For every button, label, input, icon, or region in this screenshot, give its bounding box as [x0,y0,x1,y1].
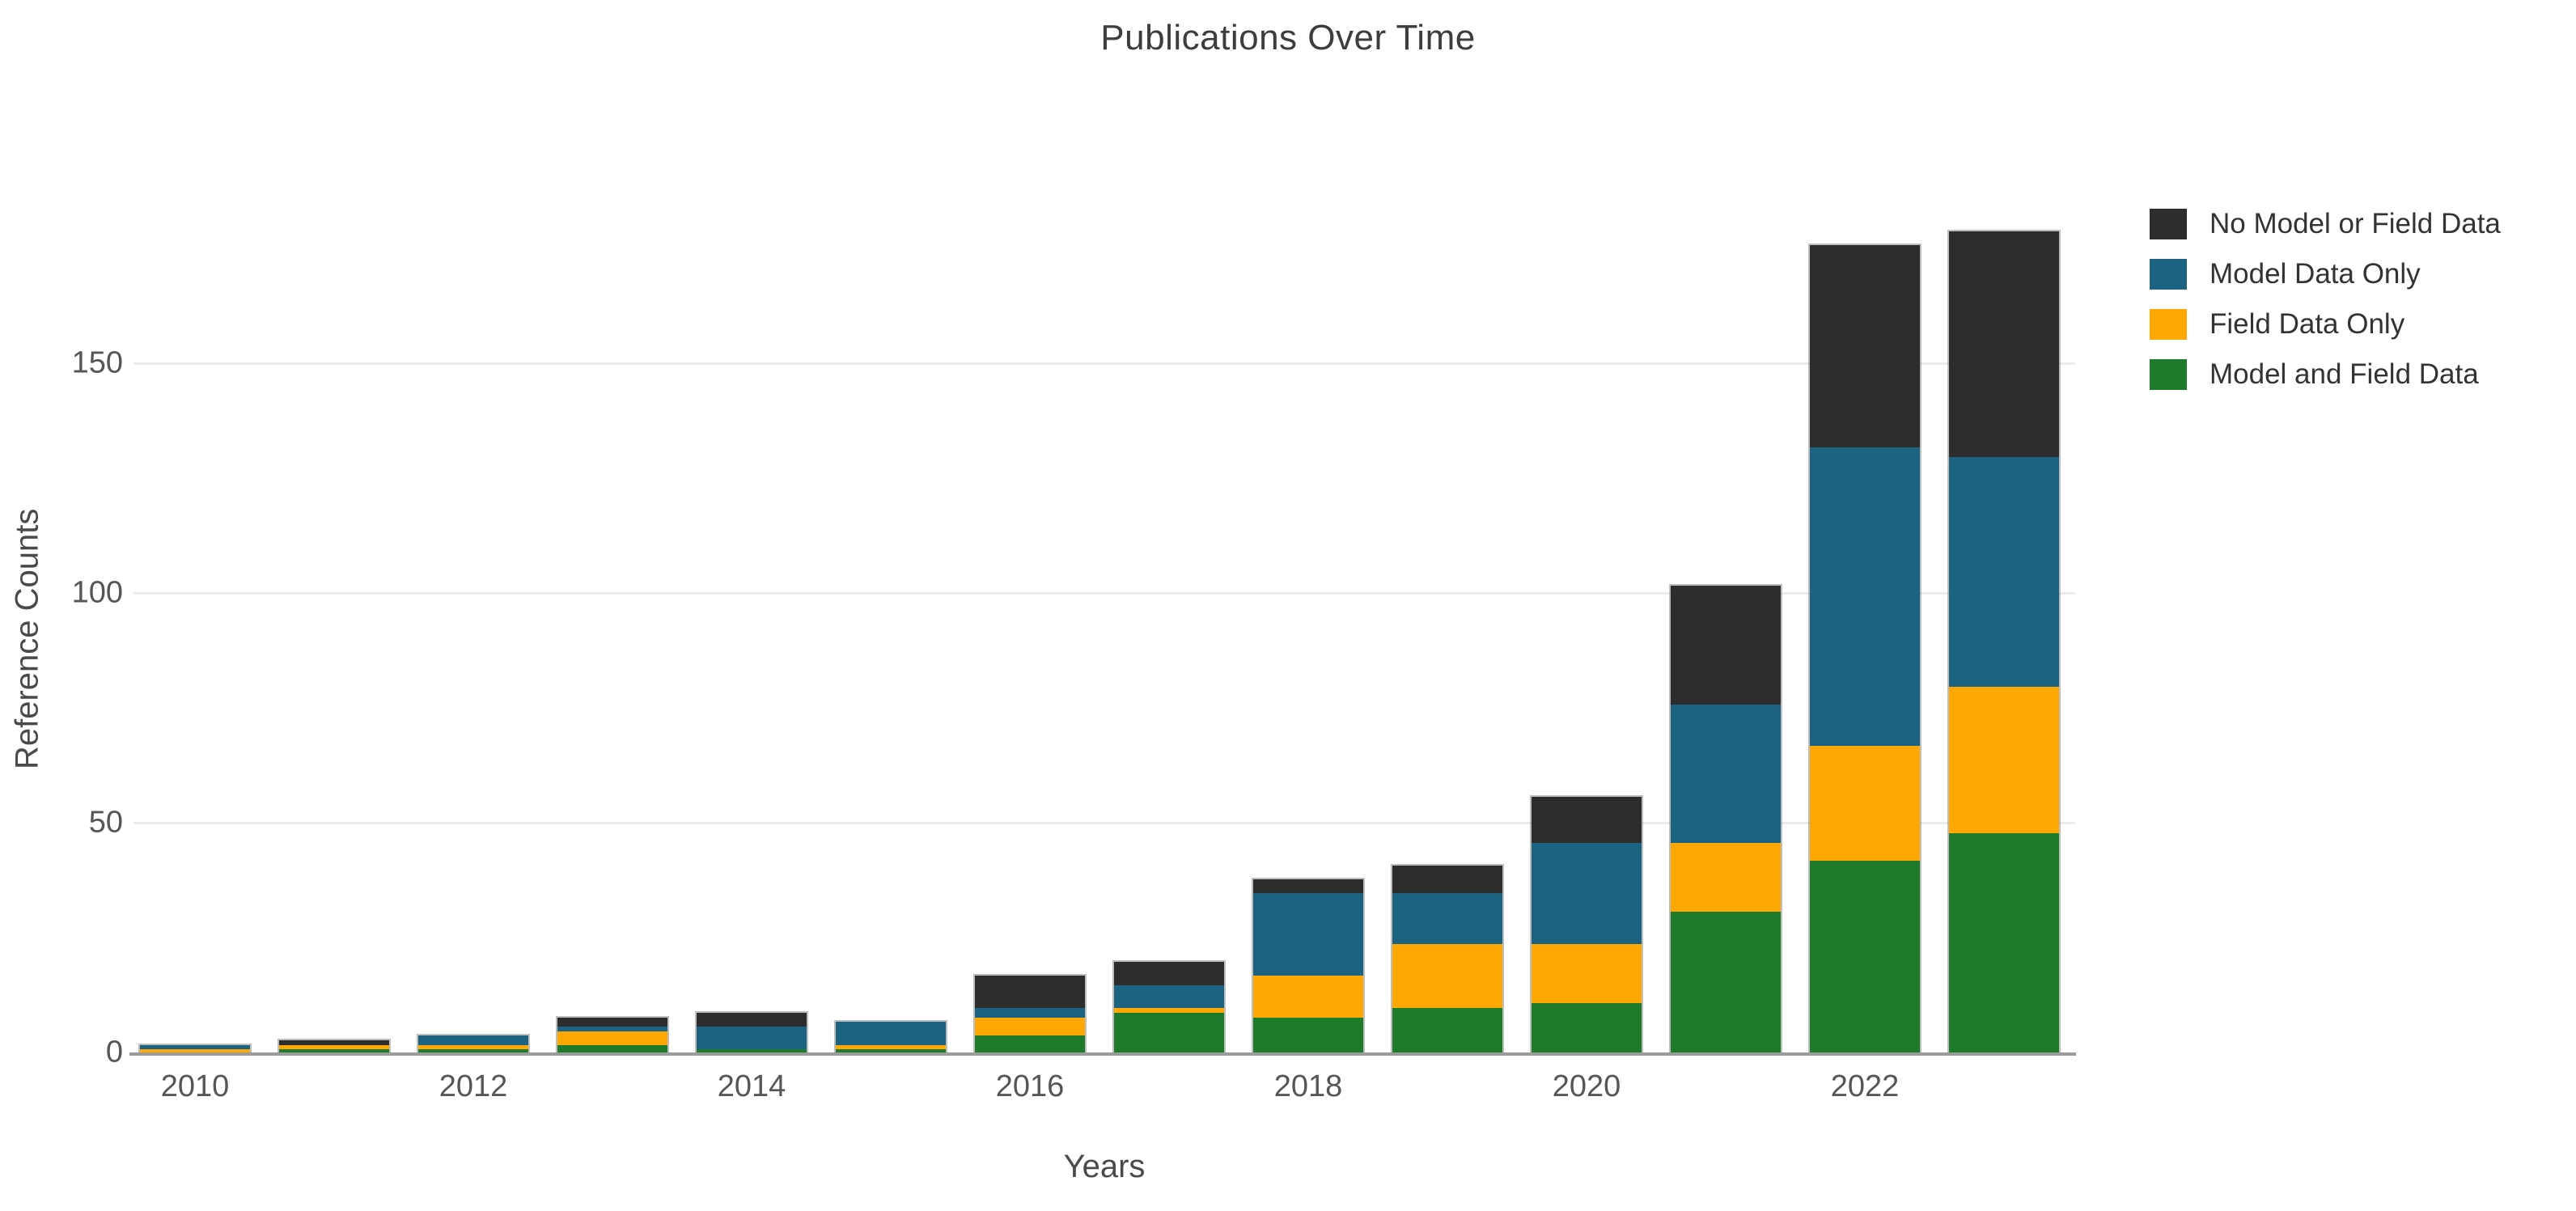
legend-item-3[interactable]: Model and Field Data [2150,358,2501,390]
bar-segment [1392,943,1502,1009]
bar-segment [1392,893,1502,944]
bar-segment [1810,861,1920,1054]
legend-swatch-icon [2150,209,2187,239]
x-tick-label-2022: 2022 [1830,1069,1900,1103]
bar-segment [1253,976,1363,1018]
bar-segment [836,1044,946,1050]
gridline-150 [133,362,2075,365]
y-tick-label-150: 150 [71,345,123,380]
bar-segment [1671,911,1781,1054]
legend-label: Model Data Only [2210,258,2421,290]
bar-2010 [138,1043,252,1054]
bar-2018 [1252,878,1365,1054]
bar-segment [140,1044,250,1050]
bar-2011 [278,1038,391,1054]
bar-segment [418,1049,528,1054]
legend-item-1[interactable]: Model Data Only [2150,258,2501,290]
bar-2023 [1947,230,2061,1054]
bar-segment [697,1026,807,1050]
bar-segment [279,1040,389,1045]
bar-2022 [1808,243,1921,1054]
y-tick-label-0: 0 [105,1035,123,1069]
bar-segment [1532,943,1642,1004]
bar-segment [1671,842,1781,912]
bar-segment [1671,705,1781,843]
bar-segment [697,1049,807,1054]
x-tick-label-2020: 2020 [1552,1069,1621,1103]
x-tick-label-2010: 2010 [160,1069,230,1103]
bar-segment [279,1044,389,1050]
bar-segment [1810,746,1920,862]
legend-item-0[interactable]: No Model or Field Data [2150,208,2501,239]
bar-segment [836,1022,946,1045]
bar-2012 [417,1034,530,1054]
bar-2020 [1530,794,1643,1054]
x-tick-label-2016: 2016 [995,1069,1065,1103]
bar-segment [1253,879,1363,894]
x-tick-label-2012: 2012 [439,1069,508,1103]
bar-segment [1532,796,1642,843]
bar-segment [557,1044,667,1054]
bar-segment [418,1044,528,1050]
legend-swatch-icon [2150,259,2187,290]
legend-swatch-icon [2150,359,2187,390]
bar-segment [1671,585,1781,705]
legend-label: Model and Field Data [2210,358,2479,390]
bar-segment [279,1049,389,1054]
bar-segment [557,1031,667,1045]
x-tick-label-2018: 2018 [1273,1069,1343,1103]
bar-2017 [1112,960,1226,1054]
chart-title: Publications Over Time [1100,18,1476,57]
bar-segment [1810,447,1920,747]
x-axis-line [129,1052,2076,1056]
bar-2015 [834,1020,947,1054]
bar-segment [140,1049,250,1054]
bar-segment [975,1008,1085,1018]
bar-segment [1392,1008,1502,1054]
bar-segment [557,1017,667,1027]
bar-segment [1253,893,1363,976]
bar-segment [1949,686,2059,834]
bar-segment [1114,962,1224,985]
bar-segment [697,1012,807,1027]
bar-segment [1532,842,1642,944]
bar-segment [1392,866,1502,894]
bar-segment [975,976,1085,1009]
legend-swatch-icon [2150,309,2187,340]
bar-segment [1949,833,2059,1054]
gridline-100 [133,592,2075,595]
y-tick-label-50: 50 [88,805,123,840]
legend: No Model or Field Data Model Data Only Fie… [2150,208,2501,409]
bar-segment [1253,1017,1363,1054]
bar-segment [975,1035,1085,1054]
bar-segment [1810,245,1920,448]
legend-label: Field Data Only [2210,308,2405,340]
bar-segment [975,1017,1085,1036]
legend-item-2[interactable]: Field Data Only [2150,308,2501,340]
legend-label: No Model or Field Data [2210,208,2501,239]
bar-2016 [973,974,1087,1054]
bar-2021 [1669,583,1782,1054]
bar-segment [557,1026,667,1031]
bar-2014 [695,1010,808,1054]
bar-2019 [1391,864,1504,1054]
bar-segment [1114,984,1224,1009]
bar-segment [418,1035,528,1045]
bar-segment [1114,1008,1224,1013]
bar-segment [1949,456,2059,687]
bar-segment [1532,1003,1642,1054]
bar-segment [836,1049,946,1054]
bar-segment [1114,1012,1224,1054]
x-tick-label-2014: 2014 [717,1069,786,1103]
gridline-50 [133,822,2075,824]
bar-2013 [556,1015,669,1054]
y-tick-label-100: 100 [71,575,123,610]
x-axis-title: Years [1063,1149,1146,1184]
bar-segment [1949,231,2059,457]
